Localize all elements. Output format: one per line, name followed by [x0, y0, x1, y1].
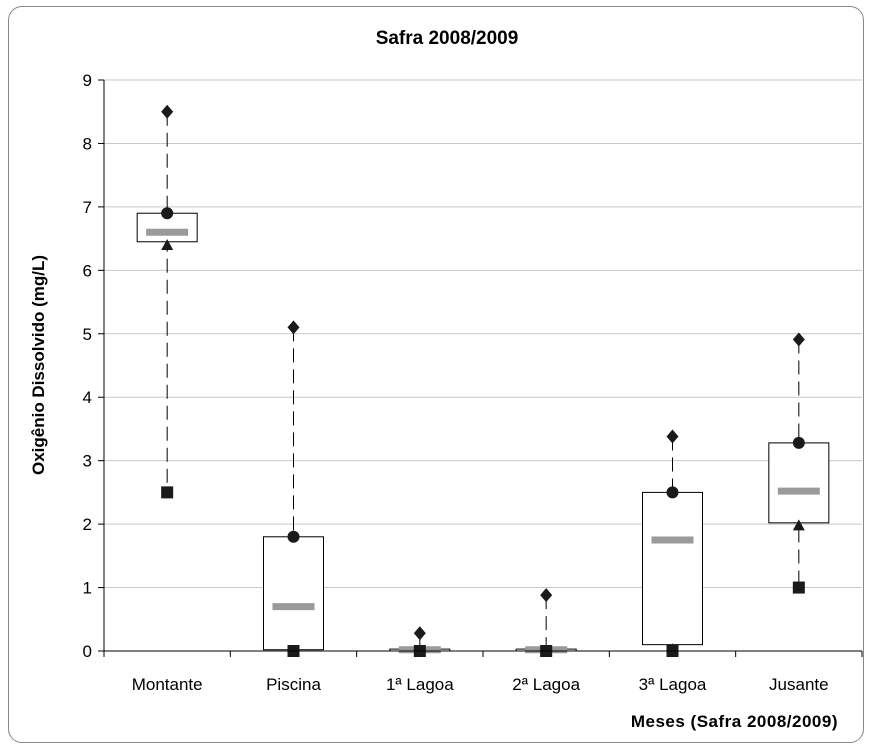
iqr-box [768, 442, 830, 524]
x-category-label: Montante [132, 675, 203, 694]
y-axis-title: Oxigênio Dissolvido (mg/L) [29, 255, 48, 475]
y-tick-label: 8 [83, 134, 92, 153]
box-3 [389, 626, 451, 657]
axes [98, 79, 863, 657]
y-tick-labels: 0 1 2 3 4 5 6 7 8 9 [83, 71, 92, 661]
y-tick-label: 2 [83, 515, 92, 534]
max-marker-diamond [161, 104, 174, 119]
y-tick-label: 1 [83, 579, 92, 598]
x-category-label: 1ª Lagoa [386, 675, 454, 694]
x-category-label: Jusante [769, 675, 829, 694]
y-tick-label: 9 [83, 71, 92, 90]
box-series [136, 104, 830, 657]
iqr-box [642, 491, 703, 646]
q3-marker-circle [666, 486, 679, 499]
max-marker-diamond [666, 429, 679, 444]
x-category-label: 3ª Lagoa [639, 675, 707, 694]
y-tick-label: 7 [83, 198, 92, 217]
y-tick-label: 5 [83, 325, 92, 344]
q3-marker-circle [161, 207, 174, 220]
x-category-label: Piscina [266, 675, 321, 694]
max-marker-diamond [792, 332, 805, 347]
box-1 [136, 104, 198, 499]
iqr-box [263, 536, 324, 651]
box-5 [642, 429, 703, 657]
box-2 [263, 320, 324, 657]
max-marker-diamond [413, 626, 426, 641]
q1-marker-triangle [161, 238, 174, 250]
chart-frame [8, 6, 864, 743]
box-4 [515, 588, 577, 657]
y-tick-label: 4 [83, 388, 92, 407]
max-marker-diamond [540, 588, 553, 603]
y-tick-label: 6 [83, 261, 92, 280]
grid-lines [104, 79, 862, 589]
min-marker-square [161, 486, 174, 499]
max-marker-diamond [287, 320, 300, 335]
x-category-labels: Montante Piscina 1ª Lagoa 2ª Lagoa 3ª Lagoa J… [132, 675, 829, 694]
min-marker-square [792, 581, 805, 594]
q3-marker-circle [792, 436, 805, 449]
y-tick-label: 3 [83, 452, 92, 471]
x-category-label: 2ª Lagoa [512, 675, 580, 694]
y-tick-label: 0 [83, 642, 92, 661]
x-axis-title: Meses (Safra 2008/2009) [631, 712, 838, 731]
q3-marker-circle [287, 530, 300, 543]
chart-title: Safra 2008/2009 [376, 28, 519, 49]
box-6 [768, 332, 830, 594]
q1-marker-triangle [792, 519, 805, 531]
